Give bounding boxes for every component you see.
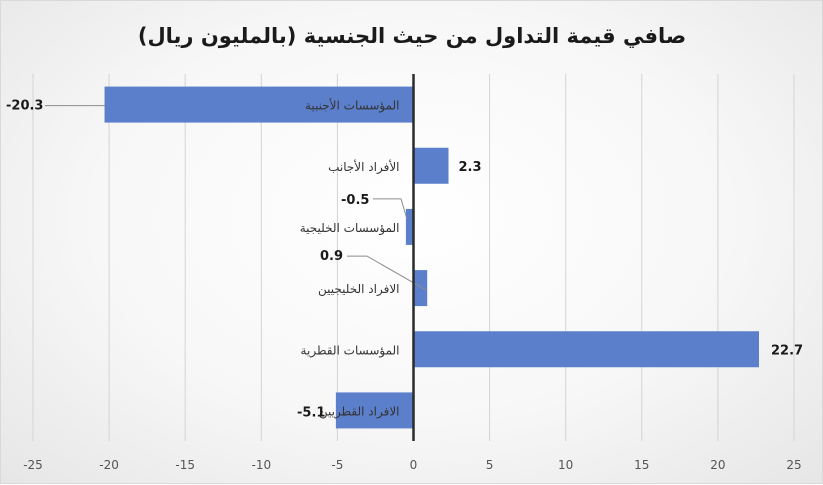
x-tick-labels: -25 -20 -15 -10 -5 0 5 10 15 20 25 xyxy=(23,458,801,472)
x-tick-label: 10 xyxy=(558,458,573,472)
data-label: -0.5 xyxy=(341,193,369,208)
x-tick-label: -25 xyxy=(23,458,43,472)
data-label: 0.9 xyxy=(320,249,343,264)
chart-title: صافي قيمة التداول من حيث الجنسية (بالملي… xyxy=(138,24,686,48)
leader-lines xyxy=(45,105,427,291)
data-labels: -20.3 2.3 -0.5 0.9 22.7 -5.1 xyxy=(6,99,803,421)
data-label: 22.7 xyxy=(771,343,803,358)
bar xyxy=(413,331,759,368)
x-tick-label: -20 xyxy=(99,458,119,472)
category-label: الافراد الخليجيين xyxy=(318,282,399,297)
x-tick-label: -15 xyxy=(175,458,195,472)
data-label: 2.3 xyxy=(459,160,482,175)
x-tick-label: 25 xyxy=(786,458,801,472)
bar xyxy=(104,86,414,123)
bar xyxy=(335,392,414,429)
x-tick-label: 0 xyxy=(410,458,418,472)
category-label: الأفراد الأجانب xyxy=(328,159,399,175)
bars xyxy=(104,86,759,429)
leader-line xyxy=(373,198,408,220)
x-tick-label: 20 xyxy=(710,458,725,472)
x-tick-label: -10 xyxy=(251,458,271,472)
data-label: -5.1 xyxy=(297,405,325,420)
bar xyxy=(413,147,449,184)
category-label: الافراد القطريين xyxy=(319,404,400,419)
category-label: المؤسسات الخليجية xyxy=(300,221,400,236)
x-tick-label: -5 xyxy=(331,458,343,472)
category-label: المؤسسات القطرية xyxy=(301,343,400,358)
leader-line xyxy=(347,255,427,291)
grid-lines xyxy=(32,74,795,441)
category-labels: المؤسسات الأجنبية الأفراد الأجانب المؤسسات… xyxy=(300,98,400,420)
data-label: -20.3 xyxy=(6,99,43,114)
bar xyxy=(413,270,428,307)
bar xyxy=(405,208,414,245)
category-label: المؤسسات الأجنبية xyxy=(305,98,400,114)
x-tick-label: 15 xyxy=(634,458,649,472)
x-tick-label: 5 xyxy=(486,458,494,472)
